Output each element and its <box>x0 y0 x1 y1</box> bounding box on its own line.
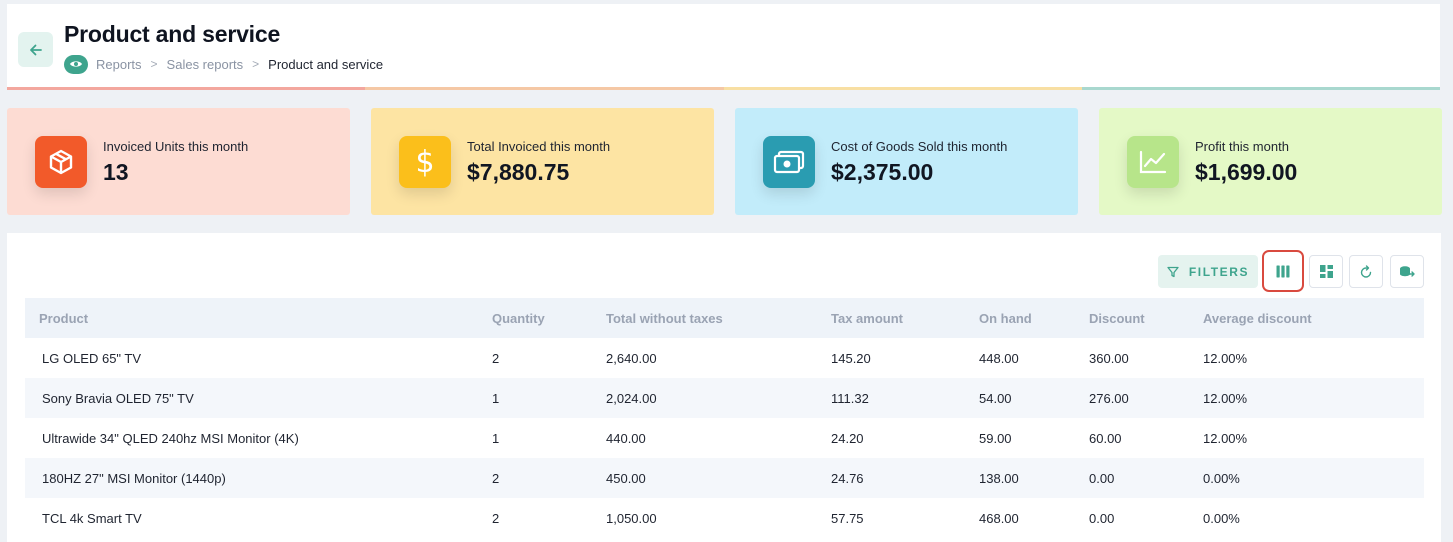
cell-on-hand: 138.00 <box>979 470 1019 486</box>
cell-total-without-taxes: 450.00 <box>606 470 646 486</box>
stat-value: 13 <box>103 159 129 185</box>
breadcrumb-reports[interactable]: Reports <box>96 56 142 72</box>
header-accent-bar <box>7 87 1440 90</box>
export-icon <box>1400 265 1415 277</box>
cell-quantity: 1 <box>492 390 500 406</box>
table-row[interactable]: TCL 4k Smart TV 2 1,050.00 57.75 468.00 … <box>25 498 1424 538</box>
table-row[interactable]: LG OLED 65" TV 2 2,640.00 145.20 448.00 … <box>25 338 1424 378</box>
stat-value: $1,699.00 <box>1195 159 1298 185</box>
cell-total-without-taxes: 2,640.00 <box>606 350 657 366</box>
breadcrumb-current: Product and service <box>268 56 384 72</box>
cell-quantity: 2 <box>492 350 500 366</box>
dollar-icon: $ <box>399 136 451 188</box>
cell-average-discount: 0.00% <box>1203 470 1240 486</box>
box-icon <box>35 136 87 188</box>
column-header-total-without-taxes[interactable]: Total without taxes <box>606 310 723 326</box>
filters-button[interactable]: FILTERS <box>1158 255 1258 288</box>
cell-discount: 0.00 <box>1089 510 1115 526</box>
breadcrumb: Reports > Sales reports > Product and se… <box>64 53 383 75</box>
cell-product: LG OLED 65" TV <box>42 350 142 366</box>
column-header-average-discount[interactable]: Average discount <box>1203 310 1312 326</box>
eye-icon[interactable] <box>64 54 88 74</box>
refresh-button[interactable] <box>1349 255 1383 288</box>
cell-on-hand: 59.00 <box>979 430 1012 446</box>
cell-total-without-taxes: 1,050.00 <box>606 510 657 526</box>
chart-line-icon <box>1127 136 1179 188</box>
refresh-icon <box>1360 264 1372 278</box>
cell-product: TCL 4k Smart TV <box>42 510 142 526</box>
table-row[interactable]: 180HZ 27" MSI Monitor (1440p) 2 450.00 2… <box>25 458 1424 498</box>
cell-total-without-taxes: 2,024.00 <box>606 390 657 406</box>
stat-value: $2,375.00 <box>831 159 934 185</box>
arrow-left-icon <box>29 44 42 55</box>
cell-tax-amount: 24.76 <box>831 470 864 486</box>
table-header-row: Product Quantity Total without taxes Tax… <box>25 298 1424 338</box>
cell-on-hand: 54.00 <box>979 390 1012 406</box>
stat-label: Cost of Goods Sold this month <box>831 139 1008 154</box>
stat-label: Total Invoiced this month <box>467 139 611 154</box>
page-header: Product and service Reports > Sales repo… <box>7 4 1440 90</box>
page-title: Product and service <box>64 21 281 47</box>
stat-card-cost-of-goods: Cost of Goods Sold this month $2,375.00 <box>735 108 1078 215</box>
column-header-tax-amount[interactable]: Tax amount <box>831 310 903 326</box>
columns-button[interactable] <box>1262 250 1304 292</box>
cell-tax-amount: 57.75 <box>831 510 864 526</box>
report-table: Product Quantity Total without taxes Tax… <box>25 298 1424 538</box>
money-bill-icon <box>763 136 815 188</box>
cell-quantity: 1 <box>492 430 500 446</box>
cell-average-discount: 12.00% <box>1203 350 1248 366</box>
stat-label: Profit this month <box>1195 139 1289 154</box>
table-row[interactable]: Sony Bravia OLED 75" TV 1 2,024.00 111.3… <box>25 378 1424 418</box>
accent-segment <box>365 87 724 90</box>
breadcrumb-sales-reports[interactable]: Sales reports <box>166 56 244 72</box>
cell-discount: 276.00 <box>1089 390 1129 406</box>
cell-discount: 60.00 <box>1089 430 1122 446</box>
column-header-quantity[interactable]: Quantity <box>492 310 545 326</box>
cell-product: Sony Bravia OLED 75" TV <box>42 390 194 406</box>
cell-product: Ultrawide 34" QLED 240hz MSI Monitor (4K… <box>42 430 299 446</box>
accent-segment <box>723 87 1082 90</box>
layout-grid-icon <box>1319 265 1333 278</box>
density-button[interactable] <box>1309 255 1343 288</box>
filter-icon <box>1167 266 1179 277</box>
cell-average-discount: 0.00% <box>1203 510 1240 526</box>
cell-quantity: 2 <box>492 510 500 526</box>
cell-tax-amount: 24.20 <box>831 430 864 446</box>
cell-discount: 360.00 <box>1089 350 1129 366</box>
cell-on-hand: 448.00 <box>979 350 1019 366</box>
cell-product: 180HZ 27" MSI Monitor (1440p) <box>42 470 226 486</box>
export-button[interactable] <box>1390 255 1424 288</box>
table-row[interactable]: Ultrawide 34" QLED 240hz MSI Monitor (4K… <box>25 418 1424 458</box>
column-header-product[interactable]: Product <box>39 310 89 326</box>
cell-average-discount: 12.00% <box>1203 390 1248 406</box>
stat-value: $7,880.75 <box>467 159 570 185</box>
column-header-discount[interactable]: Discount <box>1089 310 1145 326</box>
cell-quantity: 2 <box>492 470 500 486</box>
cell-average-discount: 12.00% <box>1203 430 1248 446</box>
accent-segment <box>1081 87 1440 90</box>
cell-tax-amount: 111.32 <box>831 390 869 406</box>
stat-card-total-invoiced: $ Total Invoiced this month $7,880.75 <box>371 108 714 215</box>
stat-label: Invoiced Units this month <box>103 139 249 154</box>
columns-icon <box>1276 265 1290 277</box>
cell-on-hand: 468.00 <box>979 510 1019 526</box>
cell-discount: 0.00 <box>1089 470 1115 486</box>
filters-label: FILTERS <box>1188 264 1250 279</box>
breadcrumb-separator: > <box>252 57 260 71</box>
accent-segment <box>7 87 366 90</box>
cell-total-without-taxes: 440.00 <box>606 430 646 446</box>
stat-card-invoiced-units: Invoiced Units this month 13 <box>7 108 350 215</box>
column-header-on-hand[interactable]: On hand <box>979 310 1032 326</box>
cell-tax-amount: 145.20 <box>831 350 871 366</box>
back-button[interactable] <box>18 32 53 67</box>
stat-card-profit: Profit this month $1,699.00 <box>1099 108 1442 215</box>
breadcrumb-separator: > <box>150 57 158 71</box>
